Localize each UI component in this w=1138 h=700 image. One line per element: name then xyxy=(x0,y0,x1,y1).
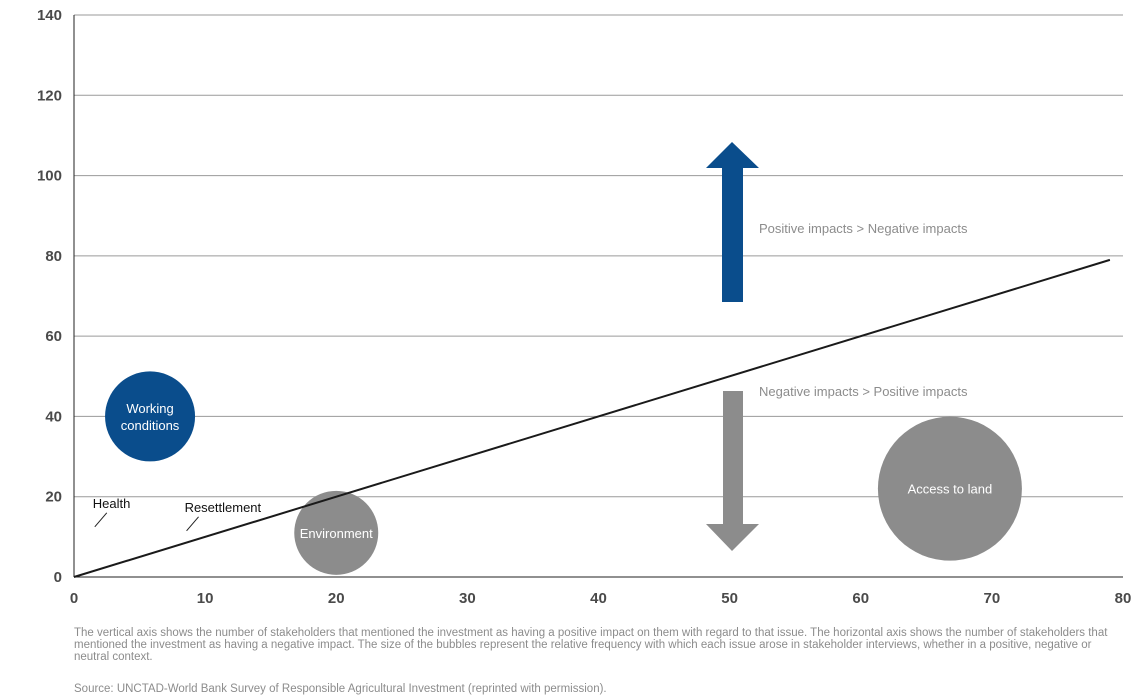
bubbles xyxy=(94,371,1022,575)
y-tick-label-80: 80 xyxy=(45,248,62,265)
y-tick-label-120: 120 xyxy=(37,87,62,104)
x-tick-label-20: 20 xyxy=(328,590,345,607)
axis-explanation-note: The vertical axis shows the number of st… xyxy=(74,627,1108,663)
negative-impact-label: Negative impacts > Positive impacts xyxy=(759,384,968,399)
y-tick-label-40: 40 xyxy=(45,408,62,425)
bubble-label-working-conditions-0: Working xyxy=(126,401,173,416)
chart-labels: 0 20 40 60 80 100 120 140 0 10 20 30 40 50 60 70 80 Worki… xyxy=(37,7,1131,607)
x-tick-label-10: 10 xyxy=(197,590,214,607)
bubble-label-access-to-land: Access to land xyxy=(908,482,993,497)
positive-impact-label: Positive impacts > Negative impacts xyxy=(759,221,968,236)
diagonal-equal-impacts-line xyxy=(73,258,1111,578)
bubble-chart: 0 20 40 60 80 100 120 140 0 10 20 30 40 50 60 70 80 Worki… xyxy=(37,7,1131,607)
grid-lines xyxy=(74,14,1123,498)
bubble-label-working-conditions-1: conditions xyxy=(121,418,180,433)
leader-line-resettlement xyxy=(186,516,199,532)
bubble-label-environment: Environment xyxy=(300,526,373,541)
bubble-working-conditions xyxy=(105,371,196,462)
x-tick-label-80: 80 xyxy=(1115,590,1132,607)
x-tick-label-70: 70 xyxy=(984,590,1001,607)
impact-arrows xyxy=(706,142,759,551)
x-tick-label-40: 40 xyxy=(590,590,607,607)
x-tick-label-60: 60 xyxy=(852,590,869,607)
source-note: Source: UNCTAD-World Bank Survey of Resp… xyxy=(74,683,607,695)
y-tick-label-20: 20 xyxy=(45,489,62,506)
positive-impact-arrow xyxy=(706,142,759,302)
leader-line-health xyxy=(94,512,108,528)
x-tick-label-50: 50 xyxy=(721,590,738,607)
x-tick-label-0: 0 xyxy=(70,590,78,607)
y-tick-label-100: 100 xyxy=(37,168,62,185)
y-tick-label-140: 140 xyxy=(37,7,62,24)
bubble-environment xyxy=(294,490,379,575)
y-tick-label-0: 0 xyxy=(54,569,62,586)
negative-impact-arrow xyxy=(706,391,759,551)
bubble-access-to-land xyxy=(877,416,1022,561)
bubble-label-resettlement: Resettlement xyxy=(185,500,262,515)
y-tick-label-60: 60 xyxy=(45,328,62,345)
bubble-label-health: Health xyxy=(93,496,131,511)
x-tick-label-30: 30 xyxy=(459,590,476,607)
axes xyxy=(73,15,1123,578)
